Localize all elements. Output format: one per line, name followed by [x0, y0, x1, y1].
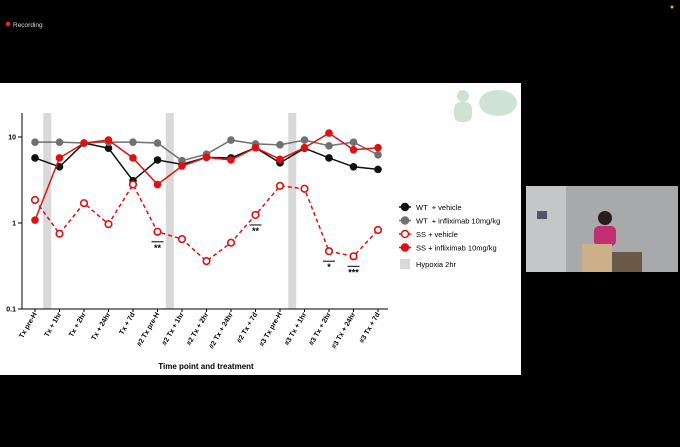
data-point — [374, 151, 382, 159]
data-point — [177, 234, 187, 244]
data-point — [153, 156, 162, 164]
data-point — [275, 181, 285, 190]
data-point — [104, 220, 113, 229]
legend-swatch — [400, 259, 410, 269]
video-tile — [526, 186, 678, 272]
data-point — [349, 252, 358, 261]
data-point — [153, 139, 162, 147]
data-point — [226, 238, 236, 247]
podium — [582, 244, 612, 272]
data-point — [251, 210, 260, 220]
annotation: * — [327, 262, 331, 272]
annotation: ** — [154, 243, 162, 253]
data-point — [153, 180, 162, 189]
data-point — [55, 138, 64, 146]
data-point — [104, 136, 113, 144]
data-point — [251, 143, 260, 152]
series-line — [34, 183, 379, 263]
data-point — [128, 180, 138, 189]
data-point — [31, 138, 39, 146]
annotation: *** — [348, 267, 359, 277]
x-axis-title: Time point and treatment — [158, 362, 254, 371]
y-tick-label: 0.1 — [6, 307, 16, 314]
legend-marker — [400, 216, 410, 225]
status-dot — [670, 5, 674, 9]
data-point — [374, 165, 382, 174]
slide — [0, 83, 521, 375]
data-point — [79, 199, 89, 208]
data-point — [227, 136, 235, 144]
legend-label: WT + infliximab 10mg/kg — [416, 217, 500, 226]
legend-marker — [400, 229, 410, 239]
person-body — [594, 226, 616, 246]
data-point — [227, 156, 235, 164]
legend-label: WT + vehicle — [416, 203, 462, 212]
desk — [612, 252, 642, 272]
data-point — [55, 154, 64, 162]
legend-label: SS + vehicle — [416, 230, 458, 239]
wall-sign — [537, 211, 547, 219]
person-head — [598, 211, 612, 225]
y-tick-label: 1 — [12, 220, 16, 227]
data-point — [349, 138, 358, 146]
data-point — [276, 155, 284, 164]
legend-marker — [400, 202, 410, 212]
data-point — [324, 247, 334, 256]
data-point — [349, 163, 358, 171]
data-point — [129, 138, 137, 146]
data-point — [300, 136, 309, 144]
annotation: ** — [252, 226, 260, 236]
hypoxia-band — [43, 113, 52, 309]
data-point — [31, 216, 39, 224]
data-point — [325, 141, 333, 150]
legend-label: SS + infliximab 10mg/kg — [416, 244, 497, 253]
data-point — [30, 195, 40, 205]
baby-body — [454, 102, 472, 122]
video-wall — [526, 186, 566, 272]
data-point — [276, 141, 284, 149]
data-point — [31, 154, 39, 162]
data-point — [349, 145, 358, 154]
hypoxia-band — [288, 113, 297, 309]
data-point — [325, 154, 333, 162]
recording-dot — [5, 21, 11, 27]
legend-label: Hypoxia 2hr — [416, 260, 457, 269]
brain-icon — [479, 90, 517, 116]
data-point — [202, 257, 211, 266]
hypoxia-band — [165, 113, 174, 309]
data-point — [202, 153, 211, 162]
data-point — [55, 229, 64, 238]
recording-label: Recording — [13, 22, 43, 29]
data-point — [300, 143, 309, 152]
data-point — [300, 184, 309, 193]
legend-marker — [400, 243, 410, 252]
baby-head — [457, 90, 469, 102]
y-tick-label: 10 — [8, 134, 16, 141]
data-point — [373, 225, 383, 235]
data-point — [153, 227, 162, 236]
slide-icons — [454, 90, 517, 122]
data-point — [178, 162, 186, 170]
data-point — [80, 139, 88, 147]
data-point — [325, 129, 333, 137]
data-point — [129, 154, 137, 162]
data-point — [374, 143, 382, 152]
